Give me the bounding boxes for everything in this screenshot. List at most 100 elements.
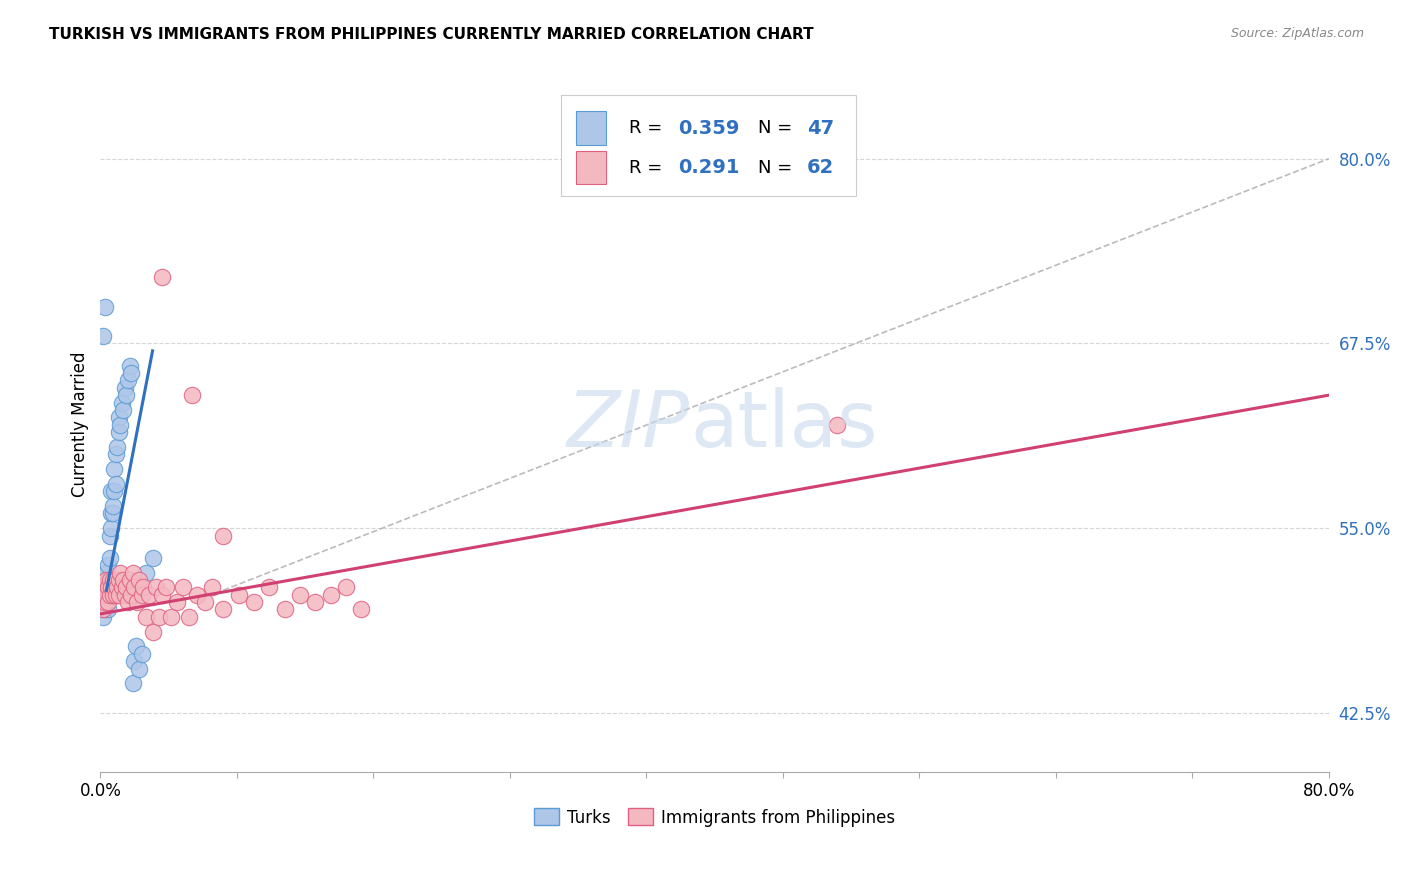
Point — [273, 602, 295, 616]
Point — [243, 595, 266, 609]
Point — [150, 269, 173, 284]
Point — [181, 388, 204, 402]
Point — [172, 580, 194, 594]
Point — [90, 580, 112, 594]
Point — [112, 403, 135, 417]
Point — [121, 566, 143, 580]
Y-axis label: Currently Married: Currently Married — [72, 352, 89, 498]
Point — [97, 602, 120, 616]
Point — [93, 588, 115, 602]
Point — [94, 580, 117, 594]
Point — [107, 410, 129, 425]
Point — [94, 595, 117, 609]
Point — [93, 610, 115, 624]
Point — [94, 300, 117, 314]
Point — [93, 329, 115, 343]
Text: R =: R = — [628, 120, 668, 137]
Point — [194, 595, 217, 609]
Point — [827, 417, 849, 432]
Point — [93, 580, 115, 594]
Point — [259, 580, 281, 594]
Text: 47: 47 — [807, 119, 834, 137]
Point — [319, 588, 342, 602]
Point — [122, 580, 145, 594]
Point — [104, 588, 127, 602]
Point — [201, 580, 224, 594]
Point — [100, 521, 122, 535]
Point — [114, 588, 136, 602]
Point — [212, 528, 235, 542]
Point — [111, 395, 134, 409]
Point — [105, 580, 128, 594]
Point — [94, 588, 117, 602]
Point — [131, 647, 153, 661]
Point — [94, 573, 117, 587]
Point — [132, 580, 155, 594]
Point — [160, 610, 183, 624]
Point — [101, 573, 124, 587]
Point — [107, 588, 129, 602]
Point — [97, 573, 120, 587]
Point — [104, 573, 127, 587]
Point — [101, 499, 124, 513]
Point — [98, 550, 121, 565]
Point — [96, 566, 118, 580]
Point — [142, 624, 165, 639]
Text: 0.291: 0.291 — [678, 158, 740, 178]
Point — [115, 580, 138, 594]
Point — [142, 550, 165, 565]
Point — [97, 580, 120, 594]
Point — [124, 640, 146, 654]
Point — [98, 528, 121, 542]
Point — [110, 566, 132, 580]
Text: N =: N = — [758, 120, 797, 137]
Point — [100, 484, 122, 499]
FancyBboxPatch shape — [575, 112, 606, 145]
Point — [288, 588, 311, 602]
Point — [96, 573, 118, 587]
Point — [135, 610, 157, 624]
Point — [128, 573, 150, 587]
Point — [94, 580, 117, 594]
Point — [304, 595, 326, 609]
Point — [350, 602, 373, 616]
Point — [104, 447, 127, 461]
Text: R =: R = — [628, 159, 668, 177]
Point — [98, 573, 121, 587]
Point — [117, 373, 139, 387]
Point — [90, 602, 112, 616]
FancyBboxPatch shape — [561, 95, 856, 195]
Point — [127, 595, 149, 609]
Point — [110, 417, 132, 432]
Text: 0.359: 0.359 — [678, 119, 740, 137]
Point — [103, 462, 125, 476]
Point — [131, 588, 153, 602]
Point — [101, 507, 124, 521]
Point — [111, 580, 134, 594]
Point — [100, 580, 122, 594]
Point — [128, 662, 150, 676]
Point — [96, 580, 118, 594]
Point — [118, 573, 141, 587]
Point — [112, 573, 135, 587]
Point — [115, 388, 138, 402]
Point — [118, 359, 141, 373]
Point — [96, 595, 118, 609]
Point — [166, 595, 188, 609]
Point — [94, 602, 117, 616]
Point — [98, 588, 121, 602]
Text: ZIP: ZIP — [567, 387, 690, 463]
Point — [120, 588, 142, 602]
Text: atlas: atlas — [690, 387, 877, 463]
Point — [103, 580, 125, 594]
Point — [100, 507, 122, 521]
Text: N =: N = — [758, 159, 797, 177]
Point — [148, 610, 170, 624]
Point — [93, 595, 115, 609]
Point — [97, 558, 120, 573]
Point — [186, 588, 208, 602]
Legend: Turks, Immigrants from Philippines: Turks, Immigrants from Philippines — [527, 802, 901, 833]
Point — [105, 440, 128, 454]
Point — [90, 588, 112, 602]
Point — [145, 580, 167, 594]
